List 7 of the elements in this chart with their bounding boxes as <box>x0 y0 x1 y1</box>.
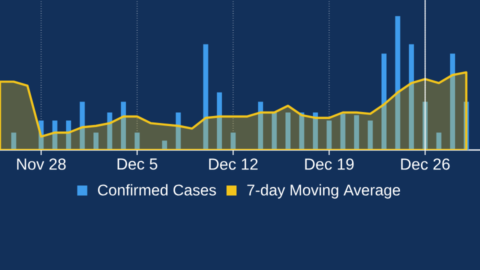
legend-label: 7-day Moving Average <box>247 184 400 199</box>
x-tick-label: Dec 19 <box>305 158 354 170</box>
x-tick-label: Dec 12 <box>209 158 258 170</box>
x-tick-label: Nov 28 <box>17 158 66 170</box>
x-tick-label: Dec 26 <box>401 158 450 170</box>
x-tick-label: Dec 5 <box>118 158 158 170</box>
legend-label: Confirmed Cases <box>98 184 216 196</box>
